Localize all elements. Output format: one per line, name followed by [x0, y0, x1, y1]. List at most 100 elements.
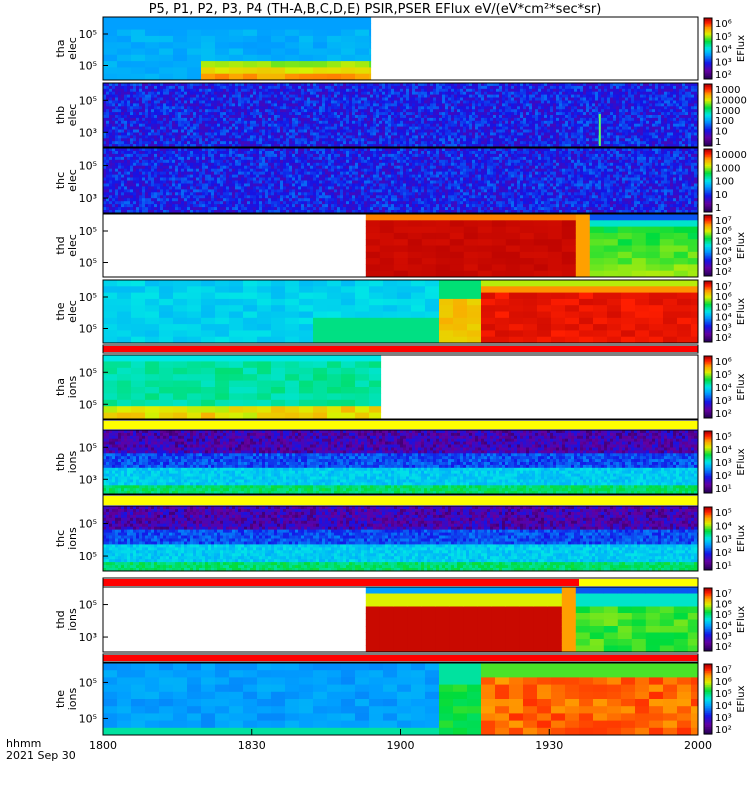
heatmap-cell: [253, 138, 257, 142]
heatmap-cell: [301, 103, 305, 107]
heatmap-cell: [439, 129, 443, 133]
heatmap-cell: [412, 138, 416, 142]
heatmap-cell: [421, 126, 425, 130]
heatmap-cell: [328, 120, 332, 125]
heatmap-cell: [331, 94, 335, 98]
heatmap-cell: [301, 123, 305, 127]
heatmap-cell: [241, 100, 245, 104]
heatmap-cell: [289, 109, 293, 113]
heatmap-cell: [466, 109, 470, 113]
heatmap-cell: [256, 91, 260, 95]
heatmap-cell: [349, 138, 353, 142]
heatmap-cell: [253, 112, 257, 116]
heatmap-cell: [511, 106, 515, 110]
heatmap-cell: [109, 100, 113, 104]
heatmap-cell: [607, 91, 611, 95]
heatmap-cell: [379, 141, 383, 145]
heatmap-cell: [175, 117, 179, 122]
heatmap-cell: [112, 115, 116, 119]
heatmap-cell: [142, 195, 146, 199]
heatmap-cell: [652, 132, 656, 136]
heatmap-cell: [223, 120, 227, 125]
heatmap-cell: [226, 106, 230, 110]
heatmap-cell: [112, 132, 116, 136]
heatmap-cell: [556, 100, 560, 104]
heatmap-cell: [172, 138, 176, 142]
heatmap-cell: [529, 132, 533, 136]
heatmap-cell: [514, 126, 518, 130]
heatmap-cell: [244, 132, 248, 136]
heatmap-cell: [121, 186, 125, 190]
heatmap-cell: [460, 109, 464, 113]
heatmap-cell: [448, 109, 452, 113]
heatmap-cell: [229, 97, 233, 101]
heatmap-cell: [541, 117, 545, 122]
heatmap-cell: [328, 109, 332, 113]
heatmap-cell: [481, 120, 485, 125]
heatmap-cell: [379, 138, 383, 142]
heatmap-cell: [241, 88, 245, 93]
heatmap-cell: [115, 112, 119, 116]
heatmap-cell: [412, 141, 416, 145]
heatmap-cell: [235, 112, 239, 116]
heatmap-cell: [115, 115, 119, 119]
heatmap-cell: [619, 120, 623, 125]
heatmap-cell: [445, 91, 449, 95]
heatmap-cell: [685, 120, 689, 125]
colorbar-swatch: [704, 37, 712, 40]
heatmap-cell: [655, 129, 659, 133]
heatmap-cell: [202, 91, 206, 95]
heatmap-cell: [346, 103, 350, 107]
heatmap-cell: [304, 94, 308, 98]
heatmap-cell: [241, 117, 245, 122]
heatmap-cell: [613, 120, 617, 125]
heatmap-cell: [232, 83, 236, 87]
heatmap-cell: [337, 85, 341, 90]
heatmap-cell: [265, 112, 269, 116]
heatmap-cell: [577, 117, 581, 122]
heatmap-cell: [115, 132, 119, 136]
heatmap-cell: [511, 123, 515, 127]
heatmap-cell: [451, 103, 455, 107]
heatmap-cell: [118, 162, 122, 167]
heatmap-cell: [460, 85, 464, 90]
heatmap-cell: [511, 129, 515, 133]
heatmap-cell: [327, 17, 342, 24]
heatmap-cell: [361, 138, 365, 142]
heatmap-cell: [286, 123, 290, 127]
heatmap-cell: [568, 120, 572, 125]
heatmap-cell: [442, 144, 446, 148]
heatmap-cell: [505, 91, 509, 95]
heatmap-cell: [397, 115, 401, 119]
heatmap-cell: [460, 94, 464, 98]
heatmap-cell: [121, 153, 125, 158]
heatmap-cell: [691, 115, 695, 119]
heatmap-cell: [325, 115, 329, 119]
heatmap-cell: [610, 123, 614, 127]
heatmap-cell: [304, 126, 308, 130]
heatmap-cell: [184, 83, 188, 87]
heatmap-cell: [634, 94, 638, 98]
heatmap-cell: [316, 123, 320, 127]
heatmap-cell: [511, 115, 515, 119]
heatmap-cell: [199, 112, 203, 116]
heatmap-cell: [382, 117, 386, 122]
heatmap-cell: [658, 88, 662, 93]
heatmap-cell: [391, 126, 395, 130]
heatmap-cell: [391, 135, 395, 139]
heatmap-cell: [601, 117, 605, 122]
heatmap-cell: [625, 91, 629, 95]
heatmap-cell: [202, 97, 206, 101]
heatmap-cell: [442, 141, 446, 145]
y-tick-label: 10⁵: [79, 94, 97, 107]
heatmap-cell: [460, 123, 464, 127]
heatmap-cell: [691, 132, 695, 136]
heatmap-cell: [568, 115, 572, 119]
heatmap-cell: [592, 106, 596, 110]
heatmap-cell: [196, 135, 200, 139]
heatmap-cell: [124, 132, 128, 136]
heatmap-cell: [241, 120, 245, 125]
heatmap-cell: [628, 132, 632, 136]
heatmap-cell: [127, 198, 131, 202]
colorbar-swatch: [704, 119, 712, 122]
